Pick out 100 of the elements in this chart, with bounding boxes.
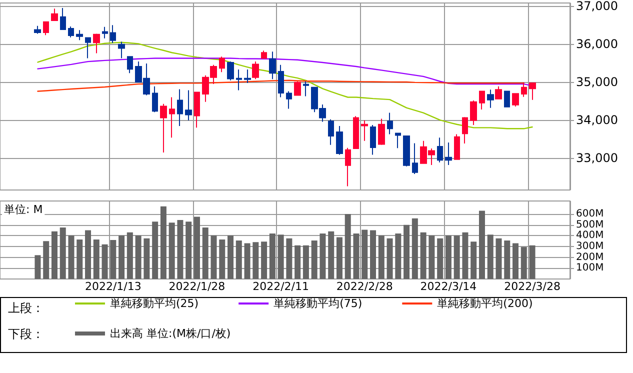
candlestick <box>76 30 83 41</box>
candlestick <box>345 147 351 187</box>
bar <box>126 232 133 279</box>
candlestick <box>261 50 267 59</box>
x-tick-label: 2022/3/28 <box>504 280 560 293</box>
bar <box>412 218 418 279</box>
candlestick <box>236 68 242 91</box>
candlestick <box>169 96 175 138</box>
bar <box>311 240 318 279</box>
candlestick <box>495 86 502 100</box>
bar <box>202 228 208 279</box>
bar <box>76 239 83 279</box>
bar <box>261 242 268 279</box>
candlestick <box>227 61 234 81</box>
bar <box>144 238 150 279</box>
candlestick <box>521 82 527 98</box>
bar <box>118 236 125 279</box>
y-tick-label: 33,000 <box>576 150 618 165</box>
candlestick <box>244 68 251 84</box>
candlestick <box>470 100 477 126</box>
candlestick <box>185 90 192 121</box>
bar <box>445 236 452 279</box>
bar <box>34 255 41 279</box>
y-tick-label: 100M <box>576 262 604 274</box>
bar <box>286 238 292 279</box>
bar <box>168 222 175 279</box>
candlestick <box>278 64 284 98</box>
bar <box>152 222 158 279</box>
bar <box>278 234 284 279</box>
legend-label: 出来高 単位:(M株/口/枚) <box>110 327 231 340</box>
bar <box>378 236 384 279</box>
candlestick <box>303 80 309 97</box>
bar <box>336 237 342 279</box>
candlestick <box>252 61 259 80</box>
bar <box>60 228 66 279</box>
candlestick <box>512 93 519 107</box>
bar <box>404 224 410 279</box>
bar <box>344 214 351 279</box>
candlestick <box>177 88 183 126</box>
y-tick-label: 300M <box>576 241 604 252</box>
candlestick <box>34 25 41 34</box>
legend-label: 単純移動平均(25) <box>110 297 199 310</box>
bar <box>328 231 334 279</box>
candlestick <box>353 116 359 149</box>
bar <box>428 236 435 279</box>
bar <box>353 234 360 279</box>
text: 上段： <box>8 301 44 315</box>
bar <box>496 238 502 279</box>
candlestick <box>102 26 108 39</box>
candlestick <box>294 80 301 96</box>
bar <box>520 247 527 279</box>
legend-label: 単純移動平均(75) <box>274 297 362 310</box>
x-tick-label: 2022/1/28 <box>168 280 226 293</box>
candlestick <box>487 89 494 108</box>
x-tick-label: 2022/2/11 <box>252 280 310 293</box>
bar <box>135 236 142 279</box>
bar <box>395 234 402 279</box>
bar <box>110 240 116 279</box>
bar <box>194 216 200 279</box>
legend-label: 単純移動平均(200) <box>437 297 533 310</box>
candlestick <box>403 135 410 167</box>
bar <box>370 230 376 279</box>
candlestick <box>219 56 225 73</box>
bar <box>252 242 259 279</box>
bar <box>186 222 192 279</box>
line-series <box>37 80 524 92</box>
bar <box>85 230 92 279</box>
bar <box>102 244 108 279</box>
candlestick <box>361 120 368 142</box>
text: 下段： <box>8 327 44 341</box>
bar <box>210 236 217 279</box>
candlestick <box>336 126 343 156</box>
x-tick-label: 2022/3/14 <box>420 280 477 293</box>
candlestick <box>85 37 91 59</box>
bar <box>244 243 250 279</box>
bar <box>437 238 444 279</box>
candlestick <box>43 21 49 36</box>
candlestick <box>93 33 100 54</box>
candlestick <box>437 137 443 163</box>
bar <box>93 239 100 279</box>
candlestick <box>160 103 167 153</box>
candlestick <box>370 124 376 156</box>
bar <box>362 230 368 279</box>
y-tick-label: 37,000 <box>576 0 618 13</box>
y-tick-label: 200M <box>576 252 604 263</box>
bar <box>294 245 301 279</box>
candlestick <box>529 82 536 100</box>
candlestick <box>118 41 125 59</box>
bar <box>68 236 74 279</box>
y-tick-label: 36,000 <box>576 36 618 51</box>
candlestick <box>194 92 200 128</box>
candlestick <box>445 142 452 166</box>
candlestick <box>454 134 460 160</box>
candlestick <box>412 142 418 174</box>
y-axis-title: 単位: M <box>4 203 43 216</box>
x-tick-label: 2022/1/13 <box>84 280 142 293</box>
candlestick <box>269 51 276 80</box>
line-series <box>37 42 533 130</box>
y-tick-label: 35,000 <box>576 74 618 89</box>
bar <box>160 206 166 279</box>
